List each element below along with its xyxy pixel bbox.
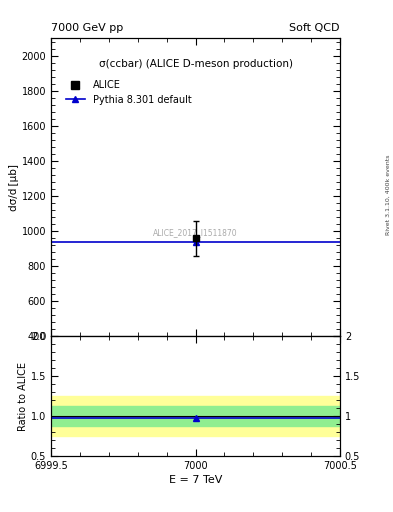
Text: 7000 GeV pp: 7000 GeV pp	[51, 23, 123, 33]
Y-axis label: Ratio to ALICE: Ratio to ALICE	[18, 361, 28, 431]
Bar	[51, 396, 340, 436]
Bar	[51, 406, 340, 426]
X-axis label: E = 7 TeV: E = 7 TeV	[169, 475, 222, 485]
Text: Rivet 3.1.10, 400k events: Rivet 3.1.10, 400k events	[386, 154, 391, 235]
Text: ALICE_2017_I1511870: ALICE_2017_I1511870	[153, 228, 238, 237]
Text: Soft QCD: Soft QCD	[290, 23, 340, 33]
Y-axis label: dσ/d [μb]: dσ/d [μb]	[9, 164, 19, 211]
Legend: ALICE, Pythia 8.301 default: ALICE, Pythia 8.301 default	[62, 76, 195, 109]
Text: σ(ccbar) (ALICE D-meson production): σ(ccbar) (ALICE D-meson production)	[99, 59, 292, 69]
